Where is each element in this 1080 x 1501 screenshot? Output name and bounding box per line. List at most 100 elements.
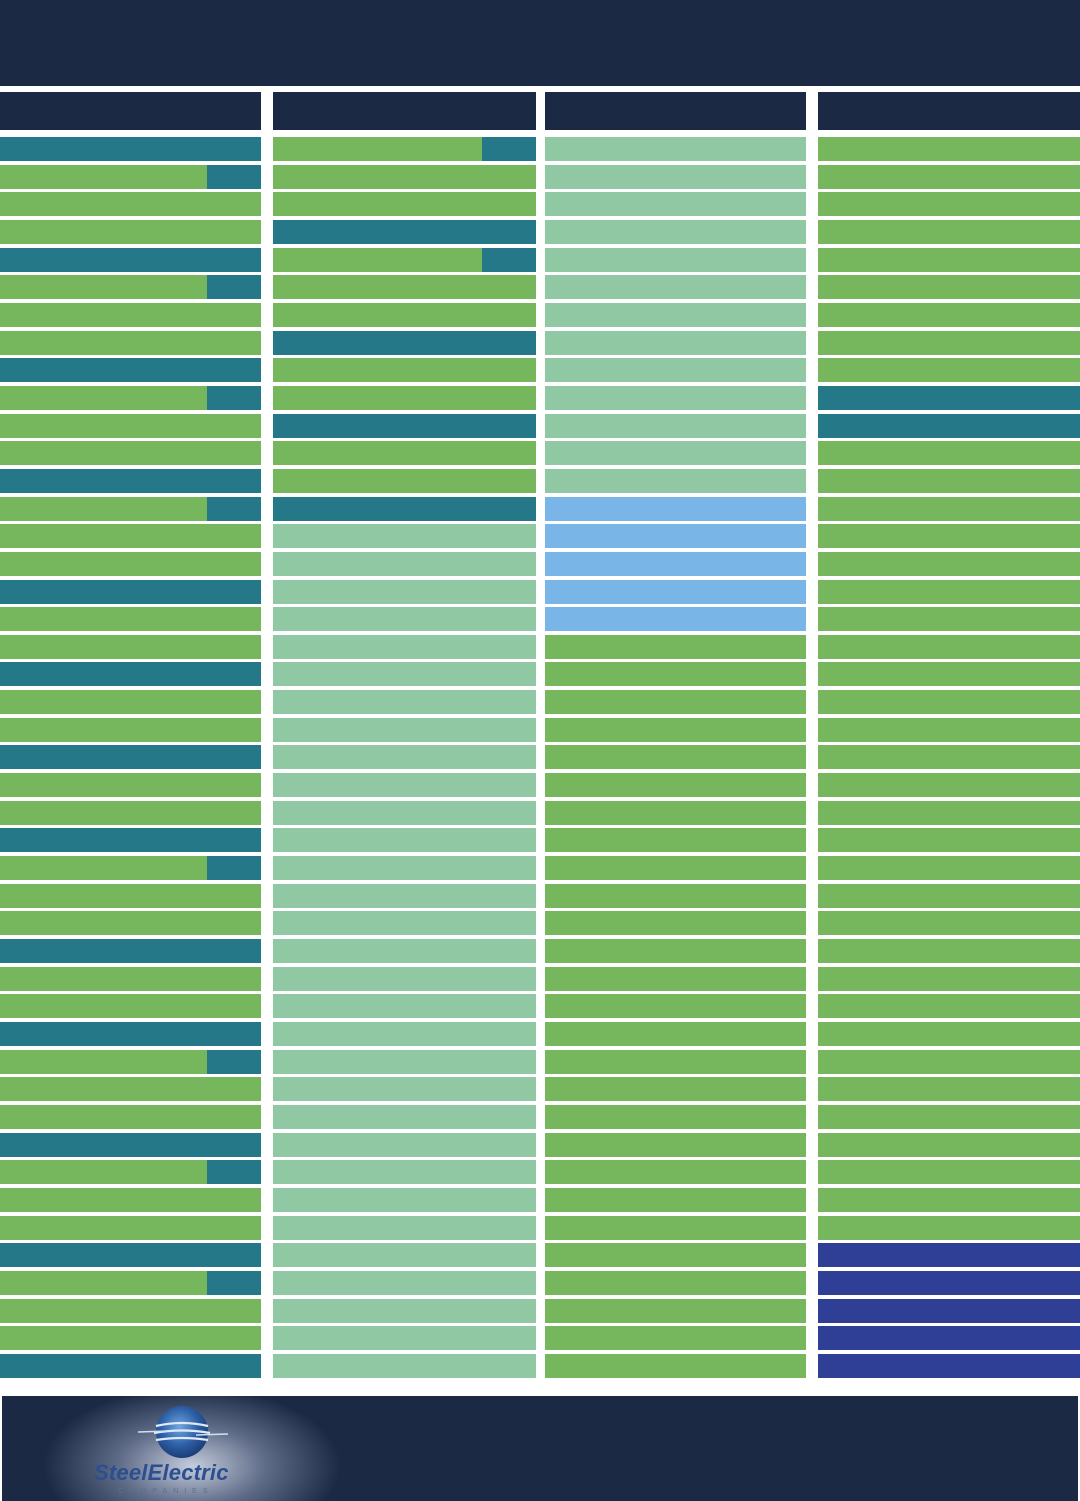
cell-green — [0, 800, 261, 825]
cell-light-green — [273, 800, 536, 825]
cell-green — [0, 994, 261, 1019]
grid-row — [545, 1077, 806, 1102]
cell-green — [545, 1215, 806, 1240]
grid-row — [545, 773, 806, 798]
cell-green — [273, 247, 483, 272]
cell-light-blue — [545, 524, 806, 549]
cell-green — [545, 634, 806, 659]
grid-row — [818, 441, 1080, 466]
cell-light-green — [545, 275, 806, 300]
grid-row — [273, 1187, 536, 1212]
grid-row — [273, 1022, 536, 1046]
cell-teal — [0, 828, 261, 853]
cell-teal — [273, 219, 536, 244]
grid-row — [273, 939, 536, 964]
grid-row — [818, 275, 1080, 300]
grid-row — [545, 275, 806, 300]
cell-teal — [207, 385, 261, 410]
cell-light-green — [273, 994, 536, 1019]
cell-green — [0, 219, 261, 244]
grid-row — [545, 939, 806, 964]
grid-row — [818, 247, 1080, 272]
cell-teal — [207, 496, 261, 521]
grid-row — [545, 1132, 806, 1157]
cell-light-green — [273, 1215, 536, 1240]
grid-row — [0, 1270, 261, 1295]
grid-row — [818, 773, 1080, 798]
cell-light-green — [545, 358, 806, 383]
cell-light-green — [273, 1353, 536, 1378]
cell-light-green — [273, 1104, 536, 1129]
cell-teal — [273, 496, 536, 521]
cell-teal — [818, 385, 1080, 410]
grid-row — [273, 1353, 536, 1378]
cell-green — [545, 994, 806, 1019]
cell-green — [818, 607, 1080, 632]
grid-row — [545, 800, 806, 825]
grid-row — [545, 579, 806, 604]
cell-green — [0, 1104, 261, 1129]
cell-light-green — [273, 690, 536, 715]
cell-teal — [207, 856, 261, 881]
cell-green — [0, 856, 208, 881]
cell-light-green — [545, 247, 806, 272]
cell-indigo — [818, 1270, 1080, 1295]
column-header — [545, 92, 806, 130]
cell-indigo — [818, 1298, 1080, 1323]
cell-green — [0, 883, 261, 908]
grid-row — [545, 1326, 806, 1351]
cell-light-green — [273, 551, 536, 576]
cell-green — [818, 662, 1080, 687]
cell-teal — [207, 275, 261, 300]
grid-row — [818, 413, 1080, 438]
cell-green — [0, 1049, 208, 1074]
grid-row — [545, 1270, 806, 1295]
cell-teal — [273, 330, 536, 355]
cell-green — [0, 773, 261, 798]
cell-green — [818, 994, 1080, 1019]
grid-row — [0, 1160, 261, 1185]
grid-row — [0, 330, 261, 355]
cell-green — [0, 1187, 261, 1212]
cell-green — [818, 1160, 1080, 1185]
grid-row — [818, 939, 1080, 964]
cell-teal — [818, 413, 1080, 438]
grid-row — [273, 496, 536, 521]
cell-green — [545, 1353, 806, 1378]
cell-teal — [0, 662, 261, 687]
cell-green — [818, 219, 1080, 244]
grid-row — [0, 1243, 261, 1268]
grid-row — [545, 302, 806, 327]
cell-green — [273, 137, 483, 161]
cell-light-green — [273, 579, 536, 604]
grid-row — [0, 856, 261, 881]
cell-teal — [0, 1022, 261, 1046]
grid-row — [818, 496, 1080, 521]
grid-row — [545, 634, 806, 659]
cell-light-green — [273, 939, 536, 964]
grid-row — [545, 690, 806, 715]
grid-row — [545, 247, 806, 272]
column-header — [273, 92, 536, 130]
grid-row — [273, 330, 536, 355]
grid-row — [0, 275, 261, 300]
footer-banner: SteelElectric COMPANIES — [2, 1396, 1078, 1501]
grid-row — [0, 1132, 261, 1157]
grid-row — [545, 717, 806, 742]
cell-light-green — [545, 137, 806, 161]
cell-light-green — [545, 219, 806, 244]
grid-row — [0, 634, 261, 659]
grid-row — [273, 1049, 536, 1074]
cell-green — [0, 275, 208, 300]
grid-row — [818, 1187, 1080, 1212]
grid-row — [273, 800, 536, 825]
grid-row — [818, 1215, 1080, 1240]
cell-light-green — [273, 966, 536, 991]
cell-green — [0, 1326, 261, 1351]
grid-row — [818, 524, 1080, 549]
cell-green — [0, 717, 261, 742]
grid-row — [0, 966, 261, 991]
grid-row — [273, 164, 536, 189]
cell-green — [0, 385, 208, 410]
cell-green — [0, 441, 261, 466]
